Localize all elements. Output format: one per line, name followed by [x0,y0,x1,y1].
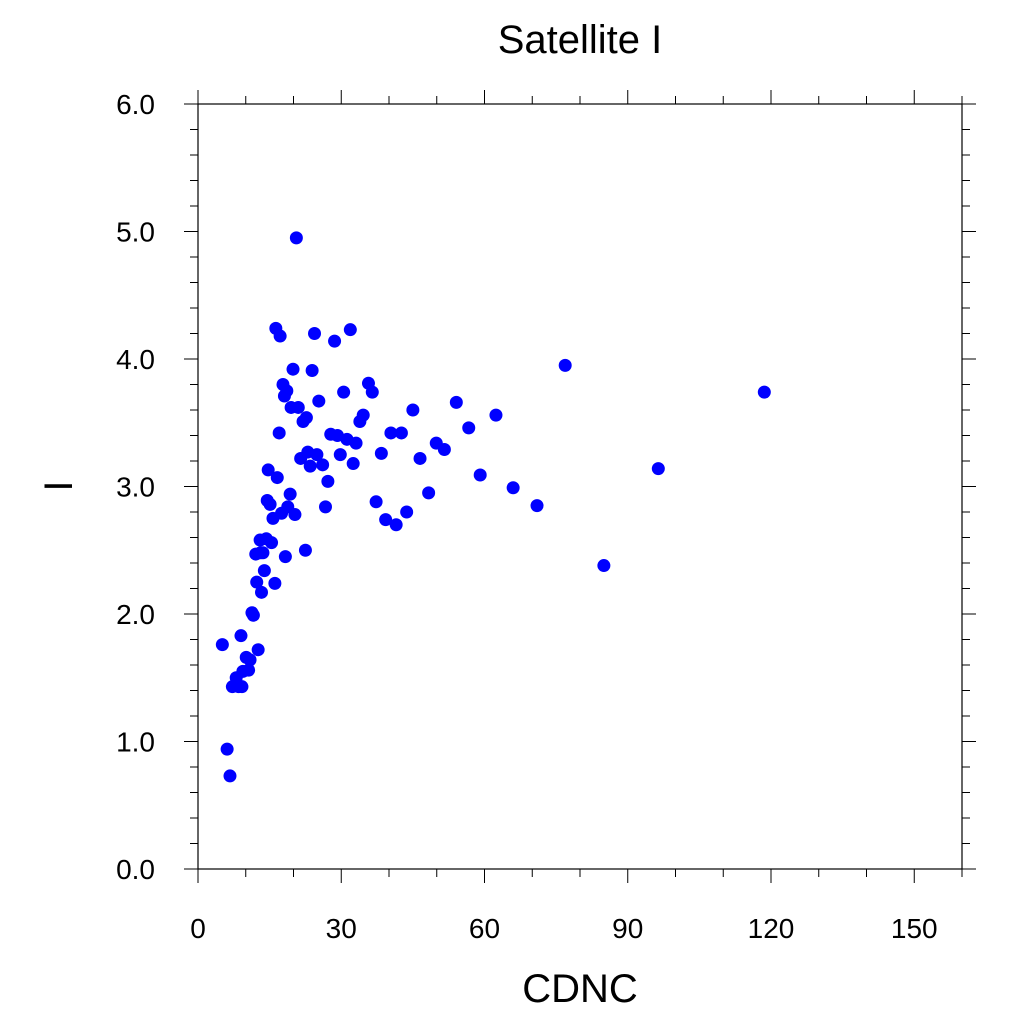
data-point [321,474,335,488]
data-point [318,500,332,514]
data-point [270,471,284,485]
data-point [288,508,302,522]
y-tick-label: 5.0 [116,217,155,248]
data-point [365,385,379,399]
data-point [394,426,408,440]
data-point [242,663,256,677]
data-point [272,426,286,440]
data-point [250,575,264,589]
data-point [337,385,351,399]
x-tick-label: 60 [469,913,500,944]
data-point [220,742,234,756]
data-point [255,585,269,599]
y-tick-label: 4.0 [116,344,155,375]
x-tick-label: 30 [326,913,357,944]
data-point [223,769,237,783]
data-point [291,400,305,414]
data-point [251,643,265,657]
data-point [289,231,303,245]
data-point [273,329,287,343]
data-point [234,629,248,643]
data-point [328,334,342,348]
data-point [462,421,476,435]
y-tick-label: 1.0 [116,727,155,758]
data-point [597,559,611,573]
data-point [651,462,665,476]
data-points [215,231,771,783]
y-axis-tick-labels: 0.0 1.0 2.0 3.0 4.0 5.0 6.0 [116,89,155,885]
data-point [298,543,312,557]
data-point [268,576,282,590]
data-point [506,481,520,495]
data-point [374,446,388,460]
data-point [379,513,393,527]
data-point [333,448,347,462]
data-point [257,564,271,578]
x-axis-tick-labels: 0 30 60 90 120 150 [190,913,937,944]
data-point [437,443,451,457]
data-point [299,411,313,425]
data-point [449,395,463,409]
data-point [316,458,330,472]
data-point [263,497,277,511]
data-point [757,385,771,399]
data-point [349,436,363,450]
chart-title: Satellite I [498,18,663,62]
data-point [389,518,403,532]
data-point [278,550,292,564]
data-point [286,362,300,376]
data-point [246,608,260,622]
data-point [489,408,503,422]
x-tick-label: 90 [612,913,643,944]
data-point [400,505,414,519]
data-point [215,638,229,652]
data-point [308,327,322,340]
data-point [473,468,487,482]
data-point [558,358,572,372]
plot-frame [197,103,963,870]
data-point [312,394,326,408]
data-point [422,486,436,500]
data-point [256,546,270,560]
data-point [343,323,357,337]
y-tick-label: 6.0 [116,89,155,120]
y-tick-label: 3.0 [116,472,155,503]
x-tick-label: 150 [891,913,938,944]
data-point [235,680,249,694]
x-tick-label: 0 [190,913,206,944]
data-point [356,408,370,422]
y-tick-label: 0.0 [116,854,155,885]
axis-ticks [184,90,976,883]
y-axis-label: I [37,480,81,491]
data-point [243,653,257,667]
data-point [384,426,398,440]
data-point [406,403,420,417]
data-point [346,457,360,471]
data-point [305,363,319,377]
y-tick-label: 2.0 [116,599,155,630]
data-point [413,451,427,465]
data-point [280,384,294,398]
x-tick-label: 120 [748,913,795,944]
data-point [303,459,317,473]
data-point [369,495,383,509]
data-point [261,463,275,477]
x-axis-label: CDNC [522,967,638,1011]
data-point [310,448,324,462]
data-point [283,487,297,501]
data-point [530,499,544,513]
data-point [265,536,279,550]
